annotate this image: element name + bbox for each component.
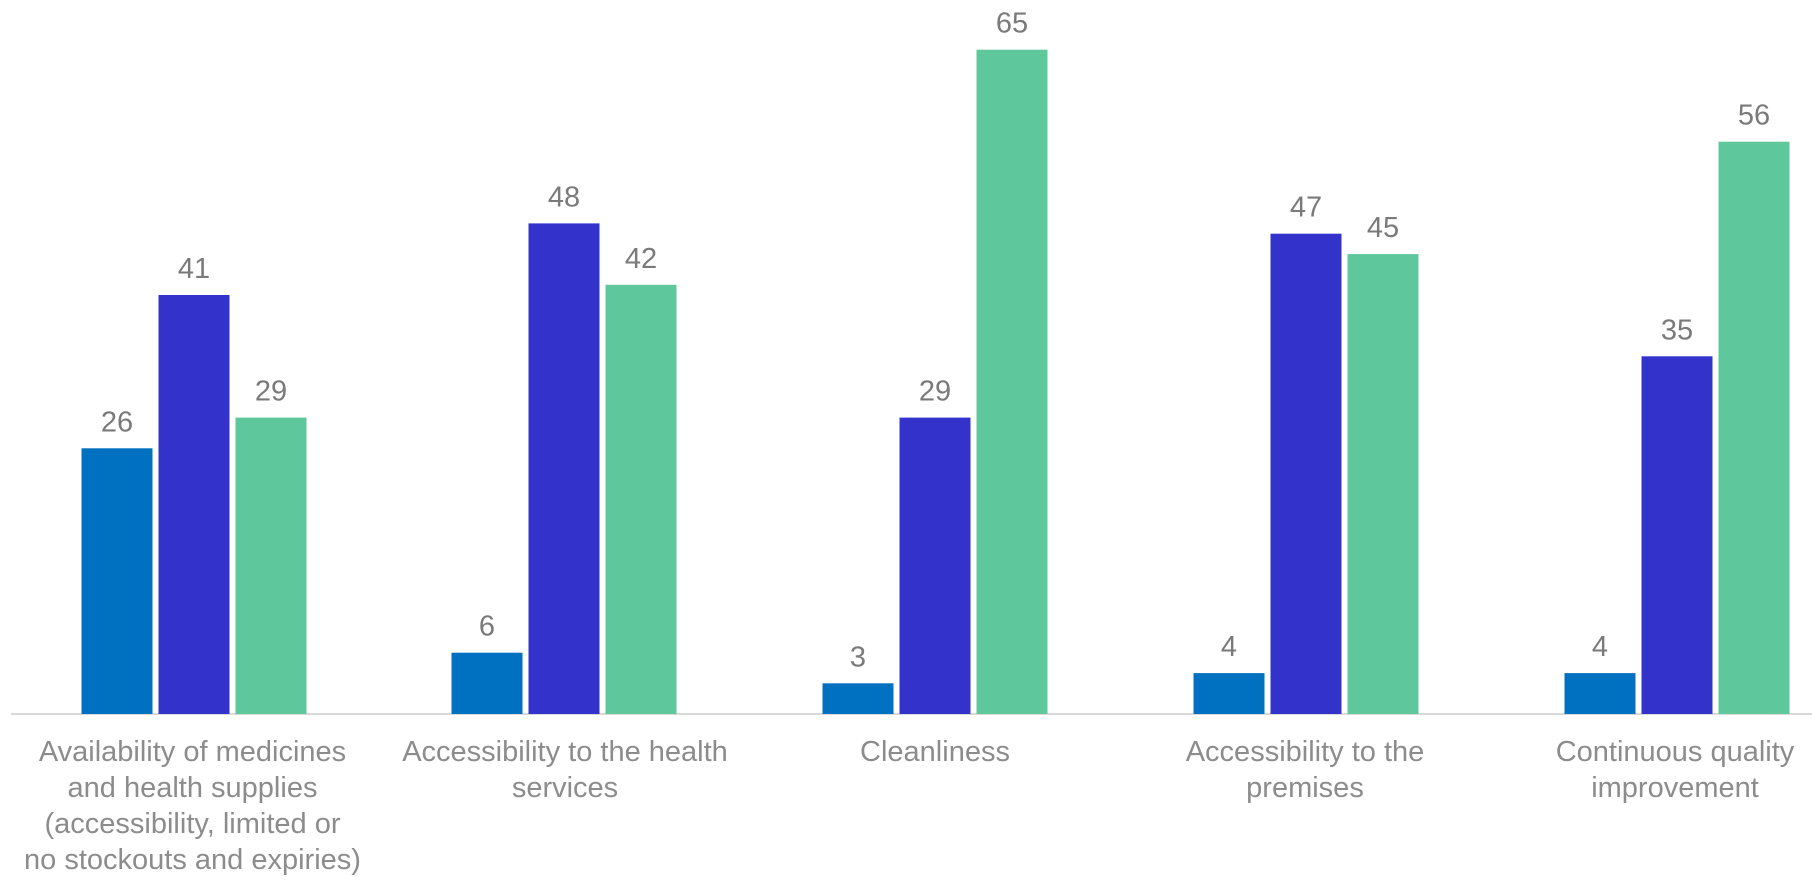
bar-s0-c2 xyxy=(822,683,894,714)
category-label-4: Continuous quality improvement xyxy=(1555,736,1795,804)
data-label-s1-c4: 35 xyxy=(1661,314,1693,346)
category-label-3: Accessibility to the premises xyxy=(1185,736,1425,804)
bar-s2-c3 xyxy=(1347,254,1419,714)
data-label-s0-c3: 4 xyxy=(1221,631,1237,663)
data-label-s2-c3: 45 xyxy=(1367,212,1399,244)
bar-s1-c0 xyxy=(158,295,230,714)
data-label-s0-c0: 26 xyxy=(101,406,133,438)
bar-s1-c3 xyxy=(1270,233,1342,714)
data-label-s0-c2: 3 xyxy=(850,641,866,673)
data-label-s2-c2: 65 xyxy=(996,8,1028,40)
data-label-s0-c1: 6 xyxy=(479,611,495,643)
data-label-s2-c4: 56 xyxy=(1738,100,1770,132)
bar-s0-c4 xyxy=(1564,673,1636,714)
bar-s2-c1 xyxy=(605,284,677,714)
bar-s1-c2 xyxy=(899,417,971,714)
bar-s0-c0 xyxy=(81,448,153,714)
bar-s0-c3 xyxy=(1193,673,1265,714)
category-label-0: Availability of medicines and health sup… xyxy=(24,736,361,876)
category-label-1: Accessibility to the health services xyxy=(402,736,728,804)
data-label-s1-c3: 47 xyxy=(1290,192,1322,224)
bar-s0-c1 xyxy=(451,652,523,714)
data-label-s1-c0: 41 xyxy=(178,253,210,285)
data-label-s0-c4: 4 xyxy=(1592,631,1608,663)
data-label-s2-c1: 42 xyxy=(625,243,657,275)
bar-s2-c2 xyxy=(976,49,1048,714)
bar-s1-c4 xyxy=(1641,356,1713,714)
data-label-s2-c0: 29 xyxy=(255,376,287,408)
bar-s2-c0 xyxy=(235,417,307,714)
data-label-s1-c1: 48 xyxy=(548,181,580,213)
data-label-s1-c2: 29 xyxy=(919,376,951,408)
bar-s1-c1 xyxy=(528,223,600,714)
bar-s2-c4 xyxy=(1718,141,1790,714)
category-label-2: Cleanliness xyxy=(860,736,1010,768)
